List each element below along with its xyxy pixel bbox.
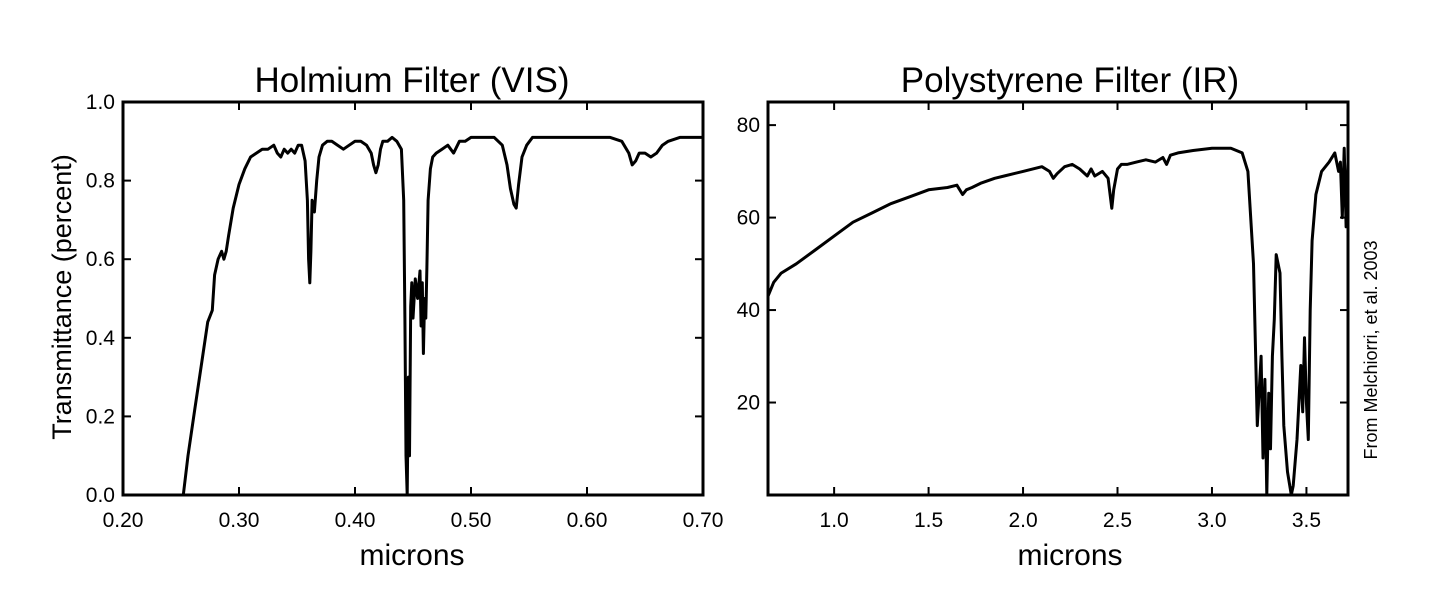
holmium-x-axis-label: microns: [359, 539, 464, 572]
holmium-transmittance-line: [181, 135, 703, 497]
holmium-y-tick-label: 0.0: [86, 484, 115, 507]
holmium-y-tick-label: 0.4: [86, 327, 116, 350]
polystyrene-x-tick-label: 3.5: [1292, 509, 1321, 532]
holmium-x-tick-label: 0.20: [103, 509, 144, 532]
source-credit: From Melchiorri, et al. 2003: [1361, 240, 1381, 459]
polystyrene-x-tick-label: 1.5: [914, 509, 943, 532]
holmium-x-tick-label: 0.40: [335, 509, 376, 532]
polystyrene-plot-frame: [766, 100, 1350, 497]
polystyrene-chart: Polystyrene Filter (IR) microns 1.0 1.5 2.…: [737, 61, 1350, 572]
holmium-y-tick-label: 0.2: [86, 405, 115, 428]
holmium-chart-title: Holmium Filter (VIS): [254, 61, 569, 100]
polystyrene-x-axis-label: microns: [1017, 539, 1122, 572]
holmium-x-tick-label: 0.50: [451, 509, 492, 532]
polystyrene-y-tick-label: 80: [737, 114, 760, 137]
polystyrene-ticks: [768, 102, 1348, 495]
holmium-y-axis-label: Transmittance (percent): [47, 154, 77, 440]
holmium-y-tick-label: 0.6: [86, 248, 115, 271]
polystyrene-transmittance-line: [766, 146, 1350, 497]
polystyrene-x-tick-label: 2.5: [1103, 509, 1132, 532]
holmium-x-tick-label: 0.70: [683, 509, 724, 532]
holmium-chart: Holmium Filter (VIS) microns Transmittan…: [47, 61, 723, 572]
polystyrene-y-tick-label: 20: [737, 392, 760, 415]
polystyrene-y-tick-label: 40: [737, 299, 760, 322]
holmium-x-tick-label: 0.60: [567, 509, 608, 532]
polystyrene-tick-labels: 1.0 1.5 2.0 2.5 3.0 3.5 20 40 60 80: [737, 114, 1321, 532]
holmium-tick-labels: 0.20 0.30 0.40 0.50 0.60 0.70 0.0 0.2 0.4 0.6 0.8 1…: [86, 91, 724, 532]
holmium-x-tick-label: 0.30: [219, 509, 260, 532]
polystyrene-y-tick-label: 60: [737, 207, 760, 230]
polystyrene-x-tick-label: 1.0: [820, 509, 849, 532]
polystyrene-x-tick-label: 2.0: [1008, 509, 1037, 532]
polystyrene-chart-title: Polystyrene Filter (IR): [901, 61, 1239, 100]
holmium-plot-frame: [121, 100, 705, 497]
holmium-y-tick-label: 0.8: [86, 170, 115, 193]
holmium-y-tick-label: 1.0: [86, 91, 115, 114]
polystyrene-x-tick-label: 3.0: [1197, 509, 1226, 532]
